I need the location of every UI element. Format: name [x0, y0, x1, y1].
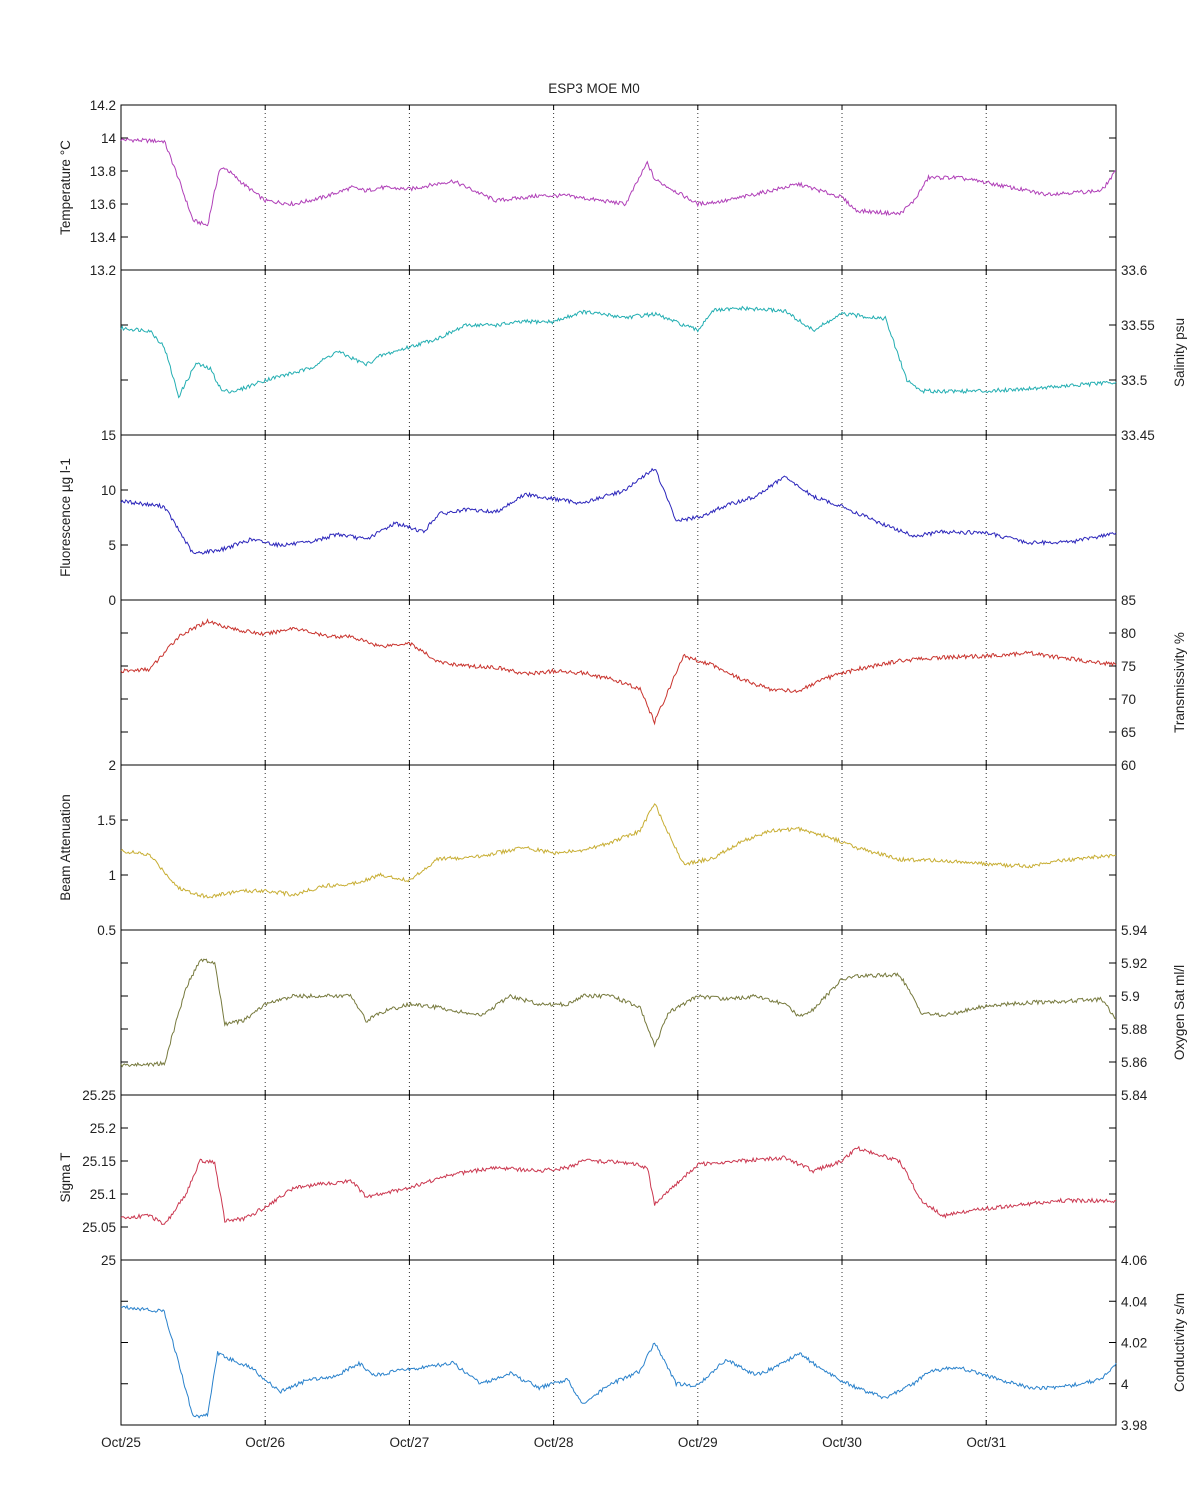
series-line-0 — [120, 137, 1117, 227]
y-tick-label: 70 — [1121, 692, 1136, 707]
y-tick-label: 33.5 — [1121, 373, 1147, 388]
x-tick-label: Oct/27 — [390, 1435, 430, 1450]
y-tick-label: 1.5 — [97, 813, 116, 828]
y-axis-label: Temperature °C — [58, 140, 73, 235]
y-tick-label: 85 — [1121, 593, 1136, 608]
y-tick-label: 25.2 — [90, 1121, 116, 1136]
y-tick-label: 5.86 — [1121, 1055, 1147, 1070]
panel-frame — [120, 434, 1117, 601]
panel-7: 3.98 4 4.02 4.04 4.06 Conductivity s/m — [120, 1253, 1187, 1433]
y-tick-label: 13.8 — [90, 164, 116, 179]
y-axis-label: Conductivity s/m — [1172, 1293, 1187, 1392]
panel-frame — [120, 1094, 1117, 1261]
y-tick-label: 5.88 — [1121, 1022, 1147, 1037]
y-tick-label: 25.05 — [82, 1220, 116, 1235]
panel-frame — [120, 764, 1117, 931]
panel-6: 25 25.05 25.1 25.15 25.2 25.25 Sigma T — [58, 1088, 1117, 1268]
y-tick-label: 25.1 — [90, 1187, 116, 1202]
x-tick-label: Oct/29 — [678, 1435, 718, 1450]
y-axis-label: Beam Attenuation — [58, 794, 73, 901]
series-line-4 — [120, 803, 1117, 899]
y-tick-label: 1 — [108, 868, 116, 883]
y-tick-label: 4 — [1121, 1377, 1129, 1392]
y-axis-label: Fluorescence µg l-1 — [58, 458, 73, 577]
x-tick-label: Oct/26 — [245, 1435, 285, 1450]
y-tick-label: 13.2 — [90, 263, 116, 278]
y-tick-label: 15 — [101, 428, 116, 443]
y-tick-label: 13.4 — [90, 230, 117, 245]
y-tick-label: 75 — [1121, 659, 1136, 674]
panel-1: 33.45 33.5 33.55 33.6 Salinity psu — [120, 263, 1187, 443]
y-tick-label: 80 — [1121, 626, 1136, 641]
figure-title: ESP3 MOE M0 — [548, 81, 640, 96]
panel-0: 13.2 13.4 13.6 13.8 14 14.2 Temperature °C — [58, 98, 1117, 278]
panel-frame — [120, 269, 1117, 436]
x-tick-label: Oct/30 — [822, 1435, 862, 1450]
y-tick-label: 14 — [101, 131, 117, 146]
series-line-7 — [120, 1304, 1117, 1419]
y-tick-label: 33.55 — [1121, 318, 1155, 333]
series-line-6 — [120, 1145, 1116, 1226]
y-axis-label: Sigma T — [58, 1152, 73, 1202]
y-tick-label: 65 — [1121, 725, 1136, 740]
y-tick-label: 5 — [108, 538, 116, 553]
panel-frame — [120, 1259, 1117, 1426]
y-tick-label: 2 — [108, 758, 116, 773]
y-tick-label: 4.04 — [1121, 1294, 1148, 1309]
panel-2: 0 5 10 15 Fluorescence µg l-1 — [58, 428, 1117, 608]
y-tick-label: 13.6 — [90, 197, 116, 212]
panel-5: 5.84 5.86 5.88 5.9 5.92 5.94 Oxygen Sat ml/l — [120, 923, 1187, 1103]
y-tick-label: 25.25 — [82, 1088, 116, 1103]
y-tick-label: 25 — [101, 1253, 116, 1268]
panel-frame — [120, 104, 1117, 271]
y-tick-label: 5.84 — [1121, 1088, 1148, 1103]
panel-4: 0.5 1 1.5 2 Beam Attenuation — [58, 758, 1117, 938]
x-tick-label: Oct/31 — [966, 1435, 1006, 1450]
panel-3: 60 65 70 75 80 85 Transmissivity % — [120, 593, 1187, 773]
y-tick-label: 0 — [108, 593, 116, 608]
y-tick-label: 5.92 — [1121, 956, 1147, 971]
y-tick-label: 5.94 — [1121, 923, 1148, 938]
y-axis-label: Oxygen Sat ml/l — [1172, 965, 1187, 1060]
y-axis-label: Salinity psu — [1172, 318, 1187, 387]
x-tick-label: Oct/25 — [101, 1435, 141, 1450]
y-tick-label: 5.9 — [1121, 989, 1140, 1004]
y-tick-label: 10 — [101, 483, 116, 498]
y-tick-label: 14.2 — [90, 98, 116, 113]
y-axis-label: Transmissivity % — [1172, 632, 1187, 733]
y-tick-label: 0.5 — [97, 923, 116, 938]
y-tick-label: 4.02 — [1121, 1336, 1147, 1351]
y-tick-label: 3.98 — [1121, 1418, 1147, 1433]
series-line-2 — [120, 467, 1117, 555]
y-tick-label: 33.6 — [1121, 263, 1147, 278]
y-tick-label: 60 — [1121, 758, 1136, 773]
series-line-3 — [120, 618, 1117, 726]
y-tick-label: 33.45 — [1121, 428, 1155, 443]
panel-frame — [120, 929, 1117, 1096]
y-tick-label: 4.06 — [1121, 1253, 1147, 1268]
y-tick-label: 25.15 — [82, 1154, 116, 1169]
x-tick-label: Oct/28 — [534, 1435, 574, 1450]
series-line-1 — [120, 305, 1117, 399]
series-line-5 — [120, 958, 1117, 1068]
